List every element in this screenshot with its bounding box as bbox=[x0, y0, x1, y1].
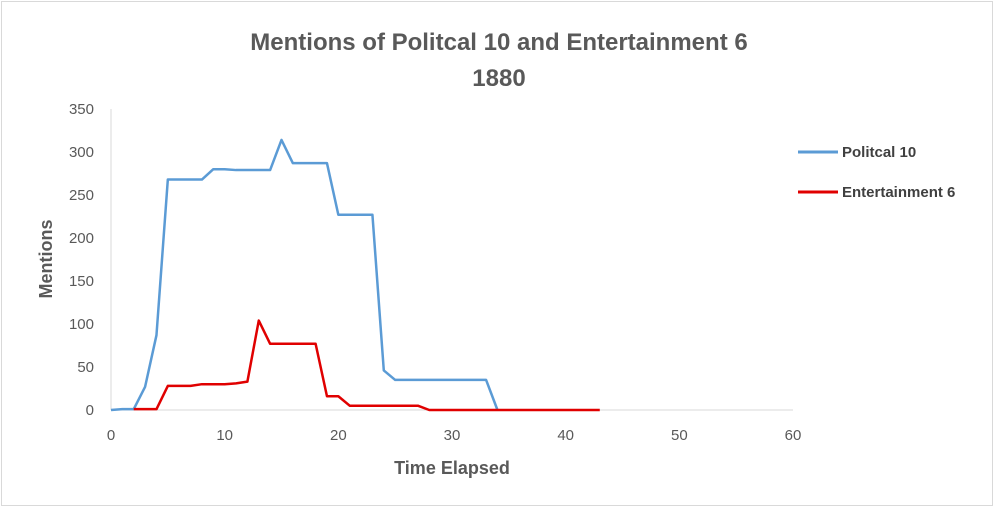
y-tick-label: 150 bbox=[69, 273, 94, 290]
y-axis-ticks: 0 50 100 150 200 250 300 350 bbox=[69, 101, 94, 419]
x-axis-ticks: 0 10 20 30 40 50 60 bbox=[107, 427, 802, 444]
chart-subtitle: 1880 bbox=[472, 65, 525, 92]
x-tick-label: 30 bbox=[444, 427, 461, 444]
legend: Politcal 10 Entertainment 6 bbox=[798, 144, 955, 201]
x-tick-label: 20 bbox=[330, 427, 347, 444]
x-axis-title: Time Elapsed bbox=[394, 458, 510, 478]
x-tick-label: 10 bbox=[216, 427, 233, 444]
series-line-entertainment-6 bbox=[133, 319, 600, 412]
y-tick-label: 350 bbox=[69, 101, 94, 118]
y-tick-label: 300 bbox=[69, 144, 94, 161]
y-tick-label: 0 bbox=[86, 402, 94, 419]
x-tick-label: 0 bbox=[107, 427, 115, 444]
series-line-politcal-10 bbox=[110, 138, 499, 412]
x-tick-label: 60 bbox=[785, 427, 802, 444]
y-tick-label: 200 bbox=[69, 230, 94, 247]
series-lines bbox=[110, 138, 600, 412]
y-tick-label: 100 bbox=[69, 316, 94, 333]
legend-label: Entertainment 6 bbox=[842, 184, 955, 201]
x-tick-label: 40 bbox=[557, 427, 574, 444]
y-axis-title: Mentions bbox=[36, 220, 56, 299]
y-tick-label: 50 bbox=[77, 359, 94, 376]
legend-label: Politcal 10 bbox=[842, 144, 916, 161]
x-tick-label: 50 bbox=[671, 427, 688, 444]
chart-title: Mentions of Politcal 10 and Entertainmen… bbox=[250, 29, 747, 56]
y-tick-label: 250 bbox=[69, 187, 94, 204]
